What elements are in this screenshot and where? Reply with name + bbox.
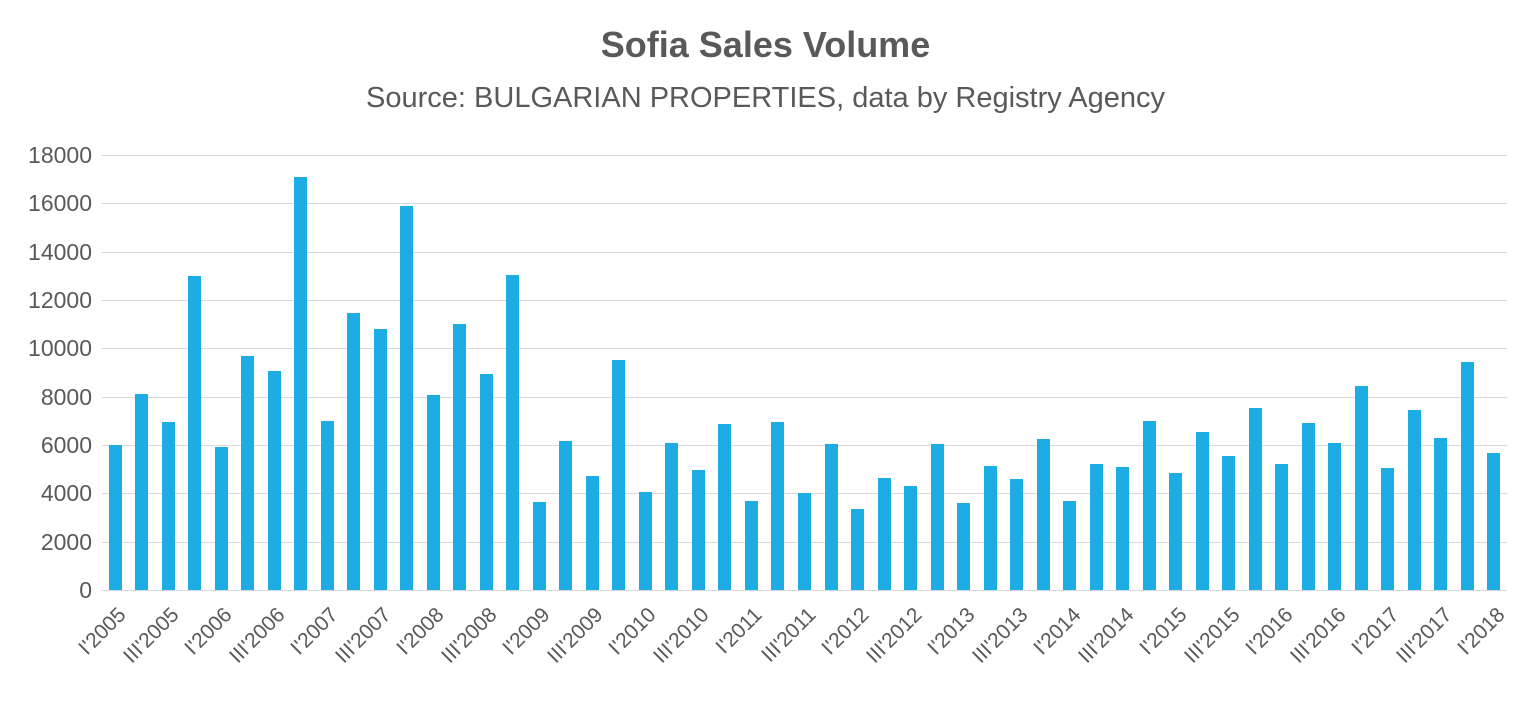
plot-area bbox=[102, 155, 1507, 591]
bar bbox=[1460, 361, 1474, 590]
y-axis-tick-label: 2000 bbox=[40, 528, 92, 555]
bar bbox=[771, 422, 785, 590]
chart-title: Sofia Sales Volume bbox=[600, 24, 931, 65]
bar bbox=[665, 442, 679, 590]
bar bbox=[161, 422, 175, 590]
bar bbox=[400, 205, 414, 590]
chart-subtitle: Source: BULGARIAN PROPERTIES, data by Re… bbox=[366, 82, 1165, 114]
bar bbox=[930, 443, 944, 590]
bar bbox=[453, 324, 467, 590]
y-axis-tick-label: 10000 bbox=[28, 335, 92, 362]
bar bbox=[241, 355, 255, 590]
y-axis-tick-label: 0 bbox=[79, 577, 92, 603]
gridline bbox=[102, 251, 1507, 253]
bar bbox=[479, 373, 493, 590]
gridline bbox=[102, 590, 1507, 591]
bar bbox=[188, 275, 202, 590]
bar bbox=[320, 420, 334, 590]
bar bbox=[798, 493, 811, 590]
y-axis-tick-label: 6000 bbox=[40, 432, 92, 458]
gridline bbox=[102, 203, 1507, 205]
bar bbox=[1487, 453, 1501, 590]
bar bbox=[1116, 466, 1130, 590]
bar bbox=[214, 447, 228, 590]
bar bbox=[1275, 464, 1289, 590]
bar bbox=[1301, 423, 1315, 590]
gridline bbox=[102, 155, 1507, 156]
bar bbox=[638, 492, 652, 590]
bar bbox=[294, 176, 308, 590]
x-axis: I'2005 III'2005 I'2006 III'2006 I'2007 III'20… bbox=[75, 592, 1510, 713]
bar bbox=[612, 360, 626, 590]
bar bbox=[1434, 437, 1448, 590]
bar bbox=[1089, 464, 1103, 590]
bar bbox=[426, 395, 440, 590]
bar bbox=[1222, 455, 1236, 590]
y-axis-tick-label: 16000 bbox=[28, 190, 92, 217]
bar bbox=[1036, 438, 1050, 590]
bar bbox=[1169, 472, 1183, 590]
bar bbox=[1063, 500, 1077, 590]
bar bbox=[691, 470, 705, 590]
gridline bbox=[102, 396, 1507, 398]
bar bbox=[108, 445, 122, 590]
y-axis-tick-label: 12000 bbox=[28, 287, 92, 313]
y-axis-tick-label: 14000 bbox=[28, 238, 92, 265]
bar bbox=[718, 424, 732, 590]
bar bbox=[1195, 431, 1209, 590]
y-axis-tick-label: 18000 bbox=[28, 142, 92, 168]
bar bbox=[135, 394, 149, 590]
bar bbox=[877, 477, 891, 590]
bar bbox=[1354, 385, 1368, 590]
bar bbox=[824, 443, 838, 590]
bar bbox=[1407, 409, 1421, 590]
bar bbox=[1248, 407, 1262, 590]
bar bbox=[904, 486, 918, 590]
bar bbox=[983, 465, 997, 590]
bar bbox=[532, 501, 546, 590]
bar bbox=[744, 500, 758, 590]
bar bbox=[957, 503, 971, 590]
gridline bbox=[102, 348, 1507, 350]
bar bbox=[1381, 467, 1395, 590]
y-axis: 0 2000 4000 6000 8000 10000 12000 14000 16000 180… bbox=[0, 144, 92, 602]
bar bbox=[267, 371, 281, 590]
y-axis-tick-label: 8000 bbox=[40, 383, 92, 410]
bar bbox=[506, 274, 520, 590]
y-axis-tick-label: 4000 bbox=[40, 480, 92, 507]
bar bbox=[585, 476, 599, 590]
bar bbox=[1010, 478, 1024, 590]
bar bbox=[851, 509, 865, 590]
bar bbox=[1328, 442, 1342, 590]
gridline bbox=[102, 300, 1507, 301]
bar bbox=[347, 313, 361, 590]
gridline bbox=[102, 445, 1507, 446]
bar bbox=[373, 329, 387, 590]
bar bbox=[559, 441, 573, 590]
bar bbox=[1142, 420, 1156, 590]
